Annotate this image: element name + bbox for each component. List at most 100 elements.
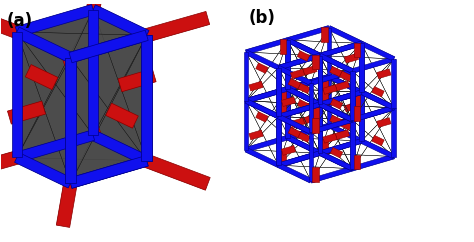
Polygon shape (335, 81, 349, 91)
Polygon shape (288, 89, 362, 92)
Polygon shape (362, 41, 395, 58)
Polygon shape (276, 68, 281, 116)
Polygon shape (352, 106, 394, 122)
Polygon shape (321, 55, 322, 104)
Polygon shape (320, 92, 362, 153)
Polygon shape (319, 106, 352, 122)
Polygon shape (279, 106, 320, 119)
Polygon shape (363, 92, 364, 141)
Polygon shape (279, 55, 320, 116)
Polygon shape (277, 114, 312, 134)
Polygon shape (246, 101, 279, 165)
Polygon shape (287, 38, 321, 58)
Polygon shape (93, 35, 147, 135)
Polygon shape (319, 57, 352, 73)
Polygon shape (17, 135, 147, 183)
Polygon shape (320, 93, 362, 107)
Polygon shape (354, 120, 355, 169)
Polygon shape (289, 40, 290, 89)
Polygon shape (287, 136, 321, 155)
Polygon shape (279, 116, 320, 153)
Polygon shape (319, 102, 354, 122)
Polygon shape (360, 90, 395, 110)
Polygon shape (362, 90, 395, 107)
Polygon shape (344, 102, 358, 112)
Polygon shape (321, 76, 328, 91)
Polygon shape (312, 118, 319, 133)
Polygon shape (277, 114, 312, 134)
Polygon shape (310, 69, 353, 85)
Polygon shape (319, 53, 354, 73)
Polygon shape (321, 139, 328, 154)
Polygon shape (312, 167, 319, 182)
Polygon shape (319, 41, 362, 58)
Polygon shape (329, 66, 342, 77)
Polygon shape (318, 55, 322, 104)
Polygon shape (352, 92, 362, 120)
Polygon shape (288, 77, 329, 138)
Polygon shape (312, 83, 313, 132)
Polygon shape (352, 57, 394, 73)
Polygon shape (372, 87, 384, 97)
Polygon shape (329, 77, 362, 141)
Polygon shape (141, 35, 152, 161)
Polygon shape (280, 39, 286, 54)
Polygon shape (288, 28, 329, 89)
Polygon shape (310, 118, 353, 134)
Polygon shape (395, 59, 396, 108)
Polygon shape (320, 104, 352, 169)
Polygon shape (320, 55, 362, 92)
Polygon shape (245, 99, 280, 119)
Polygon shape (278, 102, 320, 119)
Polygon shape (285, 40, 290, 89)
Polygon shape (244, 52, 248, 101)
Polygon shape (71, 10, 93, 58)
Polygon shape (320, 153, 394, 157)
Polygon shape (288, 136, 321, 152)
Polygon shape (279, 116, 320, 153)
Polygon shape (245, 151, 278, 167)
Polygon shape (17, 32, 71, 183)
Polygon shape (287, 87, 321, 106)
Polygon shape (93, 10, 147, 161)
Polygon shape (311, 104, 320, 132)
Polygon shape (71, 38, 148, 63)
Polygon shape (15, 153, 73, 188)
Polygon shape (362, 108, 394, 141)
Polygon shape (288, 55, 320, 89)
Polygon shape (352, 43, 362, 71)
Polygon shape (350, 71, 355, 120)
Polygon shape (359, 43, 364, 92)
Polygon shape (289, 89, 290, 138)
Polygon shape (256, 112, 268, 122)
Polygon shape (246, 68, 279, 101)
Polygon shape (17, 58, 71, 158)
Polygon shape (319, 41, 362, 58)
Polygon shape (246, 40, 288, 101)
Polygon shape (319, 102, 354, 122)
Polygon shape (352, 71, 394, 108)
Polygon shape (17, 32, 93, 135)
Polygon shape (279, 116, 311, 181)
Polygon shape (287, 41, 319, 58)
Polygon shape (141, 35, 152, 161)
Polygon shape (350, 120, 355, 169)
Polygon shape (309, 132, 313, 181)
Polygon shape (319, 90, 362, 107)
Polygon shape (287, 87, 321, 106)
Polygon shape (320, 104, 362, 141)
Polygon shape (320, 120, 352, 153)
Polygon shape (350, 71, 355, 120)
Polygon shape (291, 69, 305, 79)
Polygon shape (91, 130, 149, 166)
Polygon shape (249, 130, 263, 140)
Polygon shape (287, 38, 321, 58)
Polygon shape (246, 52, 288, 89)
Polygon shape (303, 66, 317, 75)
Polygon shape (321, 104, 322, 153)
Polygon shape (245, 148, 280, 167)
Polygon shape (282, 146, 296, 155)
Polygon shape (277, 69, 310, 85)
Polygon shape (352, 120, 394, 157)
Polygon shape (288, 89, 320, 153)
